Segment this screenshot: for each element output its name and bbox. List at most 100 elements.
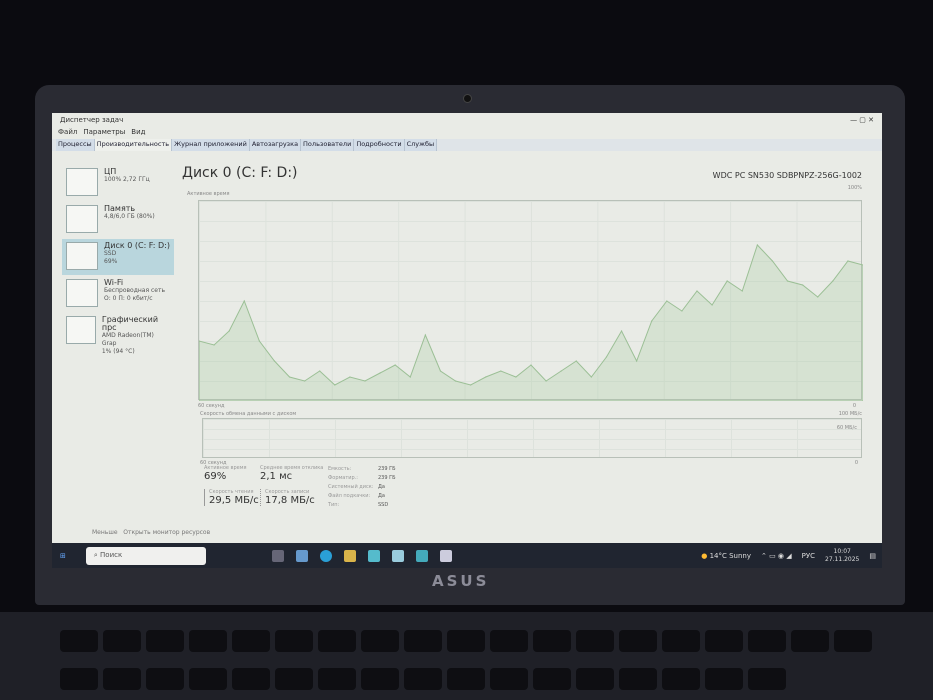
property-value: Да [378,493,385,499]
resource-monitor-link[interactable]: Открыть монитор ресурсов [123,529,211,536]
sidebar-item-detail: 4,8/6,0 ГБ (80%) [104,213,155,220]
sidebar-item[interactable]: ЦП 100% 2,72 ГГц [62,165,174,201]
data-point [470,384,472,386]
property-label: Системный диск: [328,484,374,490]
data-point [847,260,849,262]
task-view-icon[interactable] [271,549,284,562]
property-value: Да [378,484,385,490]
clock[interactable]: 10:07 27.11.2025 [825,548,859,564]
data-point [605,356,608,358]
keyboard-key [189,667,227,690]
data-point [334,384,336,386]
keyboard-key [404,667,442,690]
data-point [515,376,517,378]
property-label: Файл подкачки: [328,493,371,499]
taskbar: ⊞ ⌕ Поиск ● 14°C Sunny ⌃ ▭ ◉ ◢ РУС 10:07… [52,543,882,568]
tab-startup[interactable]: Автозагрузка [249,139,302,151]
data-point [756,244,758,246]
screen: Диспетчер задач — ▢ ✕ Файл Параметры Вид … [52,113,882,568]
graph-min: 0 [852,403,856,409]
explorer-icon[interactable] [343,549,356,562]
property-row: Форматир.: 239 ГБ [328,474,396,483]
keyboard-key [705,667,743,690]
tab-app-history[interactable]: Журнал приложений [172,139,250,151]
tab-performance[interactable]: Производительность [94,139,173,151]
graph-time: 60 секунд [198,403,225,409]
date: 27.11.2025 [825,555,860,563]
active-time-series [198,244,864,402]
tab-details[interactable]: Подробности [354,139,405,151]
keyboard-key [748,667,786,690]
mail-icon[interactable] [415,549,428,562]
task-manager-icon[interactable] [439,549,452,562]
less-button[interactable]: Меньше [92,529,118,536]
notepad-icon[interactable] [391,549,404,562]
data-point [741,290,743,292]
window-controls[interactable]: — ▢ ✕ [850,116,874,124]
data-point [530,364,532,366]
active-value: 69% [204,471,227,482]
menu-view[interactable]: Вид [131,128,146,136]
data-point [636,360,638,362]
tray-icons[interactable]: ⌃ ▭ ◉ ◢ [760,551,792,560]
menu-options[interactable]: Параметры [83,128,126,136]
sidebar-item[interactable]: Графический прс AMD Radeon(TM) Grap 1% (94… [62,313,174,355]
sidebar-item[interactable]: Диск 0 (C: F: D:) SSD 69% [62,239,174,275]
keyboard-key [275,630,313,652]
keyboard-key [662,667,700,690]
keyboard-key [533,630,571,652]
keyboard-key [275,667,313,690]
widgets-icon[interactable] [295,549,308,562]
data-point [711,304,713,306]
menu-file[interactable]: Файл [58,128,78,136]
transfer-max: 100 МБ/с [838,411,862,417]
disk-model: WDC PC SN530 SDBPNPZ-256G-1002 [712,171,862,180]
resource-list: ЦП 100% 2,72 ГГц Память 4,8/6,0 ГБ (80%) Дис… [62,165,174,355]
keyboard-key [576,630,614,652]
keyboard-key [748,630,786,652]
data-point [213,344,215,346]
keyboard-key [447,630,485,652]
transfer-min: 0 [854,460,858,466]
search-box[interactable]: ⌕ Поиск [85,546,206,565]
sidebar-item[interactable]: Wi-Fi Беспроводная сеть О: 0 П: 0 кбит/с [62,276,174,312]
webcam [463,94,472,103]
keyboard-key [447,667,485,690]
data-point [771,260,774,262]
language[interactable]: РУС [801,551,816,560]
keyboard-key [662,630,700,652]
notification-icon[interactable]: ▤ [869,551,876,560]
sidebar-item-detail2: 1% (94 °C) [101,348,135,355]
property-row: Тип: SSD [328,501,396,510]
response-value: 2,1 мс [260,471,293,482]
read-label: Скорость чтения [209,489,254,495]
start-icon[interactable]: ⊞ [60,551,66,560]
keyboard-key [490,667,528,690]
data-point [258,340,260,342]
data-point [304,380,306,382]
data-point [500,370,502,372]
write-value: 17,8 МБ/с [265,495,315,506]
sidebar-thumb [66,279,98,307]
data-point [666,300,668,302]
weather[interactable]: 14°C Sunny [709,551,751,560]
keyboard-key [318,630,356,652]
data-point [364,380,366,382]
tab-services[interactable]: Службы [404,139,438,151]
store-icon[interactable] [367,549,380,562]
sidebar-item[interactable]: Память 4,8/6,0 ГБ (80%) [62,202,174,238]
tab-processes[interactable]: Процессы [56,139,95,151]
property-value: 239 ГБ [378,466,396,472]
transfer-rate-graph: 60 МБ/с [202,418,862,458]
edge-icon[interactable] [319,549,332,562]
sidebar-item-name: Память [104,204,136,213]
property-row: Файл подкачки: Да [328,492,396,501]
keyboard-key [361,630,399,652]
data-point [590,376,592,378]
transfer-time: 60 секунд [200,460,227,466]
tab-users[interactable]: Пользователи [301,139,355,151]
sidebar-item-detail: SSD [104,250,117,257]
keyboard-key [619,667,657,690]
menu-bar: Файл Параметры Вид [52,127,882,139]
keyboard-key [619,630,657,652]
